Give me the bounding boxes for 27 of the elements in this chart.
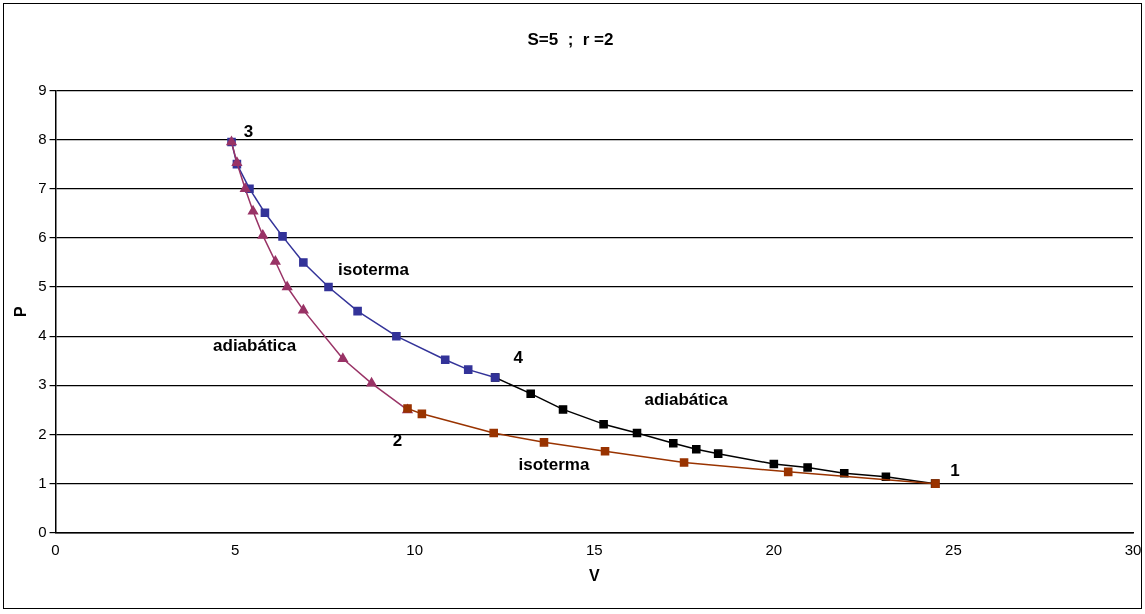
y-tick-label: 5 xyxy=(38,277,47,295)
chart-title: S=5 ; r =2 xyxy=(527,29,614,49)
x-tick-label: 25 xyxy=(945,540,962,558)
annotation: isoterma xyxy=(518,455,590,475)
y-tick-label: 6 xyxy=(38,228,47,246)
y-axis-title: P xyxy=(12,305,30,317)
x-tick-label: 15 xyxy=(585,540,603,558)
y-tick-label: 8 xyxy=(38,129,47,147)
annotation: 1 xyxy=(950,461,960,481)
annotation: isoterma xyxy=(338,259,410,279)
y-tick-label: 9 xyxy=(38,80,47,98)
annotation: adiabática xyxy=(644,389,729,409)
x-tick-label: 0 xyxy=(51,540,60,558)
y-tick-label: 3 xyxy=(38,375,47,393)
y-tick-label: 4 xyxy=(38,326,47,344)
x-tick-label: 10 xyxy=(406,540,424,558)
x-axis-title: V xyxy=(588,566,600,584)
y-tick-label: 1 xyxy=(38,473,47,491)
annotation: 3 xyxy=(243,121,254,141)
annotation: adiabática xyxy=(213,335,297,355)
x-tick-label: 30 xyxy=(1124,540,1142,558)
x-tick-label: 5 xyxy=(230,540,240,558)
y-tick-label: 7 xyxy=(38,178,47,196)
x-tick-label: 20 xyxy=(765,540,783,558)
y-tick-label: 0 xyxy=(38,522,47,540)
y-tick-label: 2 xyxy=(38,424,47,442)
annotation: 4 xyxy=(513,348,524,368)
